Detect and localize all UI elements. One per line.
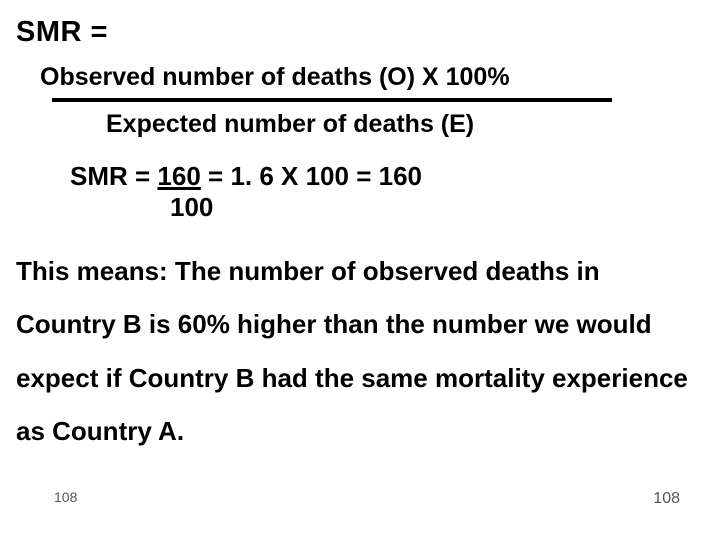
calc-rest: = 1. 6 X 100 = 160 [201,161,422,191]
page-number-right: 108 [653,490,680,508]
formula-numerator: Observed number of deaths (O) X 100% [40,63,704,92]
calculation-block: SMR = 160 = 1. 6 X 100 = 160 100 [70,161,704,223]
explanation-text: This means: The number of observed death… [16,245,704,458]
calc-frac-numerator: 160 [157,161,200,192]
formula-denominator: Expected number of deaths (E) [106,110,704,139]
formula-rule [52,98,612,102]
calculation-line-1: SMR = 160 = 1. 6 X 100 = 160 [70,161,704,192]
smr-heading: SMR = [16,16,704,49]
slide: SMR = Observed number of deaths (O) X 10… [0,0,720,540]
page-number-left: 108 [54,489,77,505]
calculation-line-2: 100 [170,192,704,223]
calc-prefix: SMR = [70,161,157,191]
